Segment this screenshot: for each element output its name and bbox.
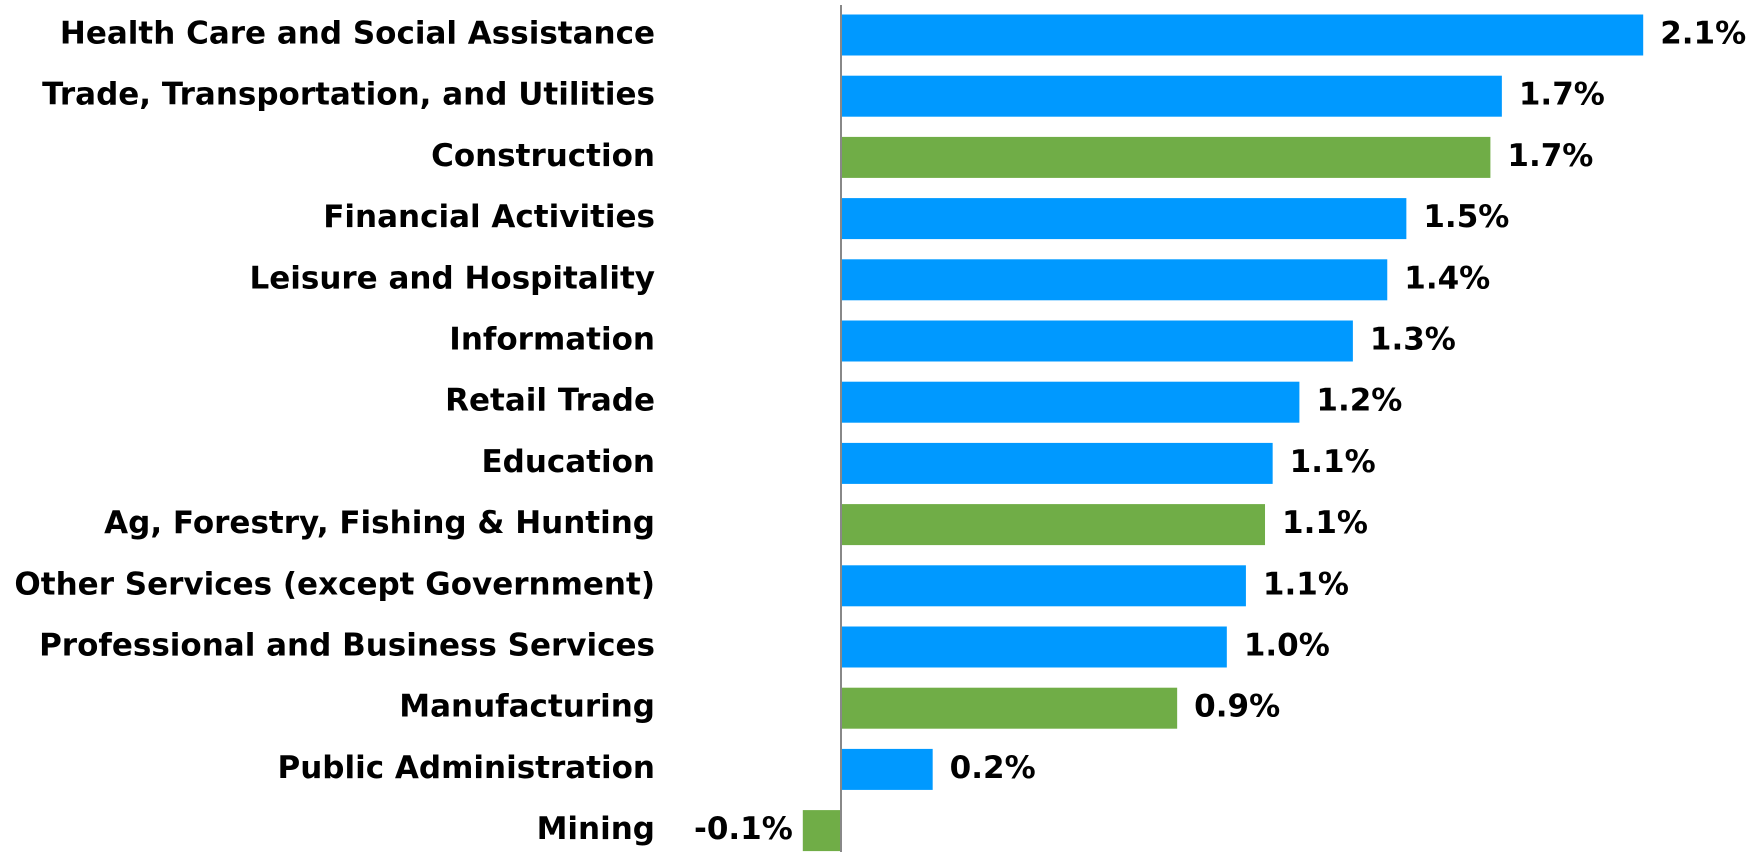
bar — [841, 75, 1502, 117]
bar — [841, 565, 1246, 607]
value-label: 0.2% — [950, 750, 1036, 786]
bar — [841, 626, 1227, 668]
value-label: 0.9% — [1194, 689, 1280, 725]
category-label: Mining — [537, 811, 655, 847]
category-label: Public Administration — [278, 750, 656, 786]
category-label: Professional and Business Services — [39, 628, 655, 664]
category-label: Ag, Forestry, Fishing & Hunting — [104, 505, 655, 541]
bar — [841, 748, 933, 790]
category-label: Retail Trade — [445, 383, 655, 419]
value-label: 1.5% — [1423, 199, 1509, 235]
value-label: 1.1% — [1282, 505, 1368, 541]
bar — [841, 136, 1491, 178]
category-label: Other Services (except Government) — [14, 566, 655, 602]
category-label: Financial Activities — [323, 199, 655, 235]
category-label: Information — [449, 322, 655, 358]
value-label: 1.7% — [1507, 138, 1593, 174]
bar — [841, 259, 1388, 301]
bar — [841, 14, 1644, 56]
value-label: -0.1% — [694, 811, 793, 847]
category-label: Health Care and Social Assistance — [60, 16, 655, 52]
bar — [841, 504, 1266, 546]
category-label: Manufacturing — [399, 689, 655, 725]
value-label: 1.1% — [1263, 566, 1349, 602]
value-label: 2.1% — [1660, 16, 1746, 52]
category-label: Education — [481, 444, 655, 480]
bar — [802, 810, 841, 852]
value-label: 1.4% — [1404, 260, 1490, 296]
bar — [841, 198, 1407, 240]
value-label: 1.1% — [1290, 444, 1376, 480]
category-label: Construction — [431, 138, 655, 174]
bar — [841, 320, 1353, 362]
category-label: Leisure and Hospitality — [249, 260, 655, 296]
bar — [841, 381, 1300, 423]
value-label: 1.2% — [1316, 383, 1402, 419]
bar — [841, 442, 1273, 484]
category-label: Trade, Transportation, and Utilities — [42, 77, 655, 113]
value-label: 1.7% — [1519, 77, 1605, 113]
value-label: 1.0% — [1244, 628, 1330, 664]
value-label: 1.3% — [1370, 322, 1456, 358]
bar — [841, 687, 1178, 729]
